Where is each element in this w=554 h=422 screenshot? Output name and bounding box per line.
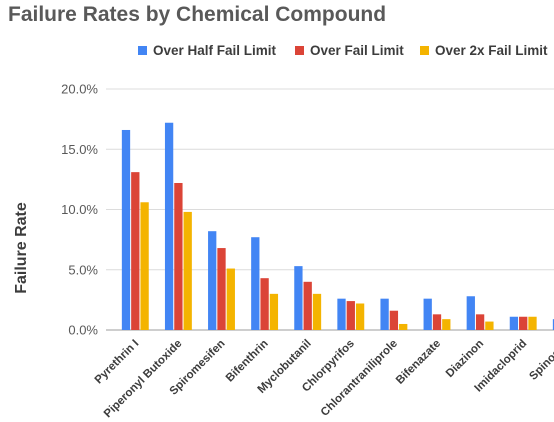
bar bbox=[174, 182, 183, 330]
bar bbox=[399, 323, 408, 330]
bar bbox=[208, 231, 217, 330]
legend-label: Over 2x Fail Limit bbox=[435, 43, 548, 58]
legend-swatch bbox=[420, 46, 429, 55]
bar bbox=[312, 293, 322, 330]
bar bbox=[346, 301, 355, 330]
bar bbox=[294, 266, 303, 330]
bar bbox=[389, 310, 399, 330]
y-tick-label: 15.0% bbox=[61, 142, 98, 157]
bar bbox=[164, 122, 174, 331]
bar bbox=[183, 211, 192, 330]
bar bbox=[355, 303, 365, 330]
y-tick-label: 0.0% bbox=[68, 323, 98, 338]
bar bbox=[121, 129, 131, 330]
x-tick-label: Spinosad bbox=[527, 338, 554, 383]
x-tick-label: Bifenthrin bbox=[224, 338, 271, 385]
x-tick-label: Bifenazate bbox=[394, 338, 443, 387]
bar bbox=[442, 319, 451, 330]
bar bbox=[131, 172, 140, 330]
chart-title: Failure Rates by Chemical Compound bbox=[8, 3, 387, 26]
bar bbox=[269, 293, 279, 330]
legend: Over Half Fail Limit Over Fail Limit Over … bbox=[138, 43, 548, 58]
bar bbox=[552, 319, 554, 330]
bar bbox=[423, 298, 432, 330]
bar bbox=[528, 316, 537, 330]
y-ticks: 0.0% 5.0% 10.0% 15.0% 20.0% bbox=[61, 82, 98, 338]
x-tick-label: Diazinon bbox=[444, 338, 486, 380]
bar bbox=[475, 314, 485, 330]
bars bbox=[121, 122, 554, 331]
bar bbox=[519, 316, 528, 330]
bar bbox=[251, 237, 260, 330]
legend-swatch bbox=[138, 46, 147, 55]
bar bbox=[466, 296, 475, 330]
bar bbox=[140, 202, 149, 330]
y-tick-label: 20.0% bbox=[61, 82, 98, 97]
bar bbox=[226, 268, 235, 330]
bar bbox=[303, 281, 312, 330]
y-tick-label: 10.0% bbox=[61, 202, 98, 217]
bar bbox=[217, 248, 226, 330]
bar bbox=[380, 298, 389, 330]
bar bbox=[509, 316, 519, 330]
bar bbox=[485, 321, 494, 330]
x-tick-label: Chlorantraniliprole bbox=[319, 338, 400, 419]
legend-label: Over Half Fail Limit bbox=[153, 43, 277, 58]
bar bbox=[260, 278, 269, 330]
y-tick-label: 5.0% bbox=[68, 262, 98, 277]
legend-swatch bbox=[295, 46, 304, 55]
bar bbox=[337, 298, 346, 330]
legend-label: Over Fail Limit bbox=[310, 43, 404, 58]
x-tick-label: Piperonyl Butoxide bbox=[102, 338, 185, 421]
bar bbox=[432, 314, 442, 330]
